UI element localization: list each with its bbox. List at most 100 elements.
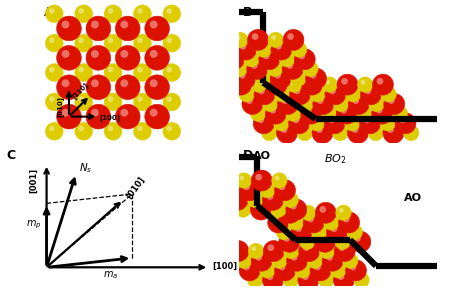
Circle shape	[115, 104, 140, 129]
Circle shape	[317, 97, 324, 104]
Circle shape	[133, 5, 151, 23]
Circle shape	[251, 195, 256, 200]
Circle shape	[258, 88, 265, 94]
Circle shape	[404, 125, 419, 141]
Circle shape	[306, 78, 312, 85]
Circle shape	[291, 42, 307, 57]
Circle shape	[137, 67, 143, 73]
Circle shape	[335, 234, 350, 249]
Text: $N_s$: $N_s$	[79, 161, 93, 175]
Circle shape	[133, 64, 151, 81]
Circle shape	[247, 54, 252, 59]
Circle shape	[243, 184, 250, 190]
Circle shape	[270, 107, 276, 114]
Circle shape	[348, 118, 353, 123]
Circle shape	[254, 80, 259, 85]
Circle shape	[268, 208, 273, 213]
Circle shape	[275, 260, 296, 281]
Circle shape	[289, 109, 294, 114]
Circle shape	[274, 72, 281, 79]
Circle shape	[312, 123, 333, 143]
Circle shape	[62, 79, 69, 87]
Circle shape	[279, 184, 286, 190]
Circle shape	[115, 16, 140, 41]
Circle shape	[290, 203, 297, 210]
Circle shape	[288, 215, 304, 230]
Circle shape	[302, 273, 309, 280]
Circle shape	[315, 227, 320, 232]
Circle shape	[239, 260, 260, 281]
Circle shape	[333, 96, 349, 112]
Circle shape	[340, 107, 347, 114]
Circle shape	[383, 118, 388, 123]
Circle shape	[231, 74, 252, 95]
Circle shape	[266, 74, 287, 95]
Text: A: A	[44, 6, 54, 19]
Circle shape	[319, 243, 335, 259]
Circle shape	[294, 88, 301, 94]
Circle shape	[320, 206, 326, 213]
Circle shape	[305, 107, 311, 114]
Circle shape	[268, 212, 289, 233]
Circle shape	[272, 173, 287, 188]
Circle shape	[252, 33, 258, 40]
Circle shape	[321, 275, 326, 280]
Circle shape	[266, 193, 273, 200]
Circle shape	[62, 21, 69, 28]
Circle shape	[358, 77, 373, 92]
Circle shape	[347, 225, 362, 240]
Circle shape	[266, 99, 271, 104]
Text: $m_a$: $m_a$	[103, 269, 118, 281]
Circle shape	[275, 87, 290, 102]
Circle shape	[322, 250, 343, 271]
Circle shape	[307, 216, 314, 223]
Circle shape	[327, 218, 332, 223]
Circle shape	[255, 203, 261, 210]
Text: C: C	[7, 149, 16, 162]
Circle shape	[86, 104, 111, 129]
Circle shape	[45, 64, 63, 81]
Circle shape	[282, 58, 303, 79]
Circle shape	[235, 64, 240, 69]
Circle shape	[354, 235, 361, 242]
Circle shape	[49, 67, 54, 73]
Circle shape	[62, 109, 69, 116]
Circle shape	[224, 183, 239, 198]
Circle shape	[253, 113, 274, 134]
Circle shape	[150, 79, 158, 87]
Circle shape	[115, 45, 140, 70]
Circle shape	[150, 21, 158, 28]
Circle shape	[354, 273, 369, 288]
Text: $m_p$: $m_p$	[26, 218, 41, 231]
Circle shape	[275, 256, 280, 261]
Circle shape	[360, 113, 380, 134]
Circle shape	[108, 38, 114, 43]
Circle shape	[299, 240, 320, 262]
Circle shape	[75, 123, 93, 140]
Circle shape	[265, 205, 280, 221]
Circle shape	[347, 123, 369, 143]
Circle shape	[325, 84, 346, 105]
Circle shape	[75, 5, 93, 23]
Circle shape	[277, 118, 281, 123]
Circle shape	[49, 96, 54, 102]
Circle shape	[251, 170, 272, 191]
Circle shape	[120, 50, 128, 58]
Circle shape	[338, 244, 345, 251]
Circle shape	[259, 45, 264, 50]
Circle shape	[321, 106, 336, 121]
Circle shape	[262, 96, 278, 112]
Circle shape	[372, 99, 377, 104]
Circle shape	[272, 253, 287, 268]
Circle shape	[247, 192, 263, 208]
Circle shape	[337, 74, 358, 95]
Circle shape	[369, 96, 384, 112]
Circle shape	[303, 61, 318, 77]
Circle shape	[315, 231, 336, 252]
Circle shape	[163, 93, 181, 111]
Circle shape	[310, 72, 316, 79]
Circle shape	[334, 266, 339, 271]
Circle shape	[242, 89, 247, 94]
Circle shape	[345, 260, 366, 281]
Circle shape	[75, 93, 93, 111]
